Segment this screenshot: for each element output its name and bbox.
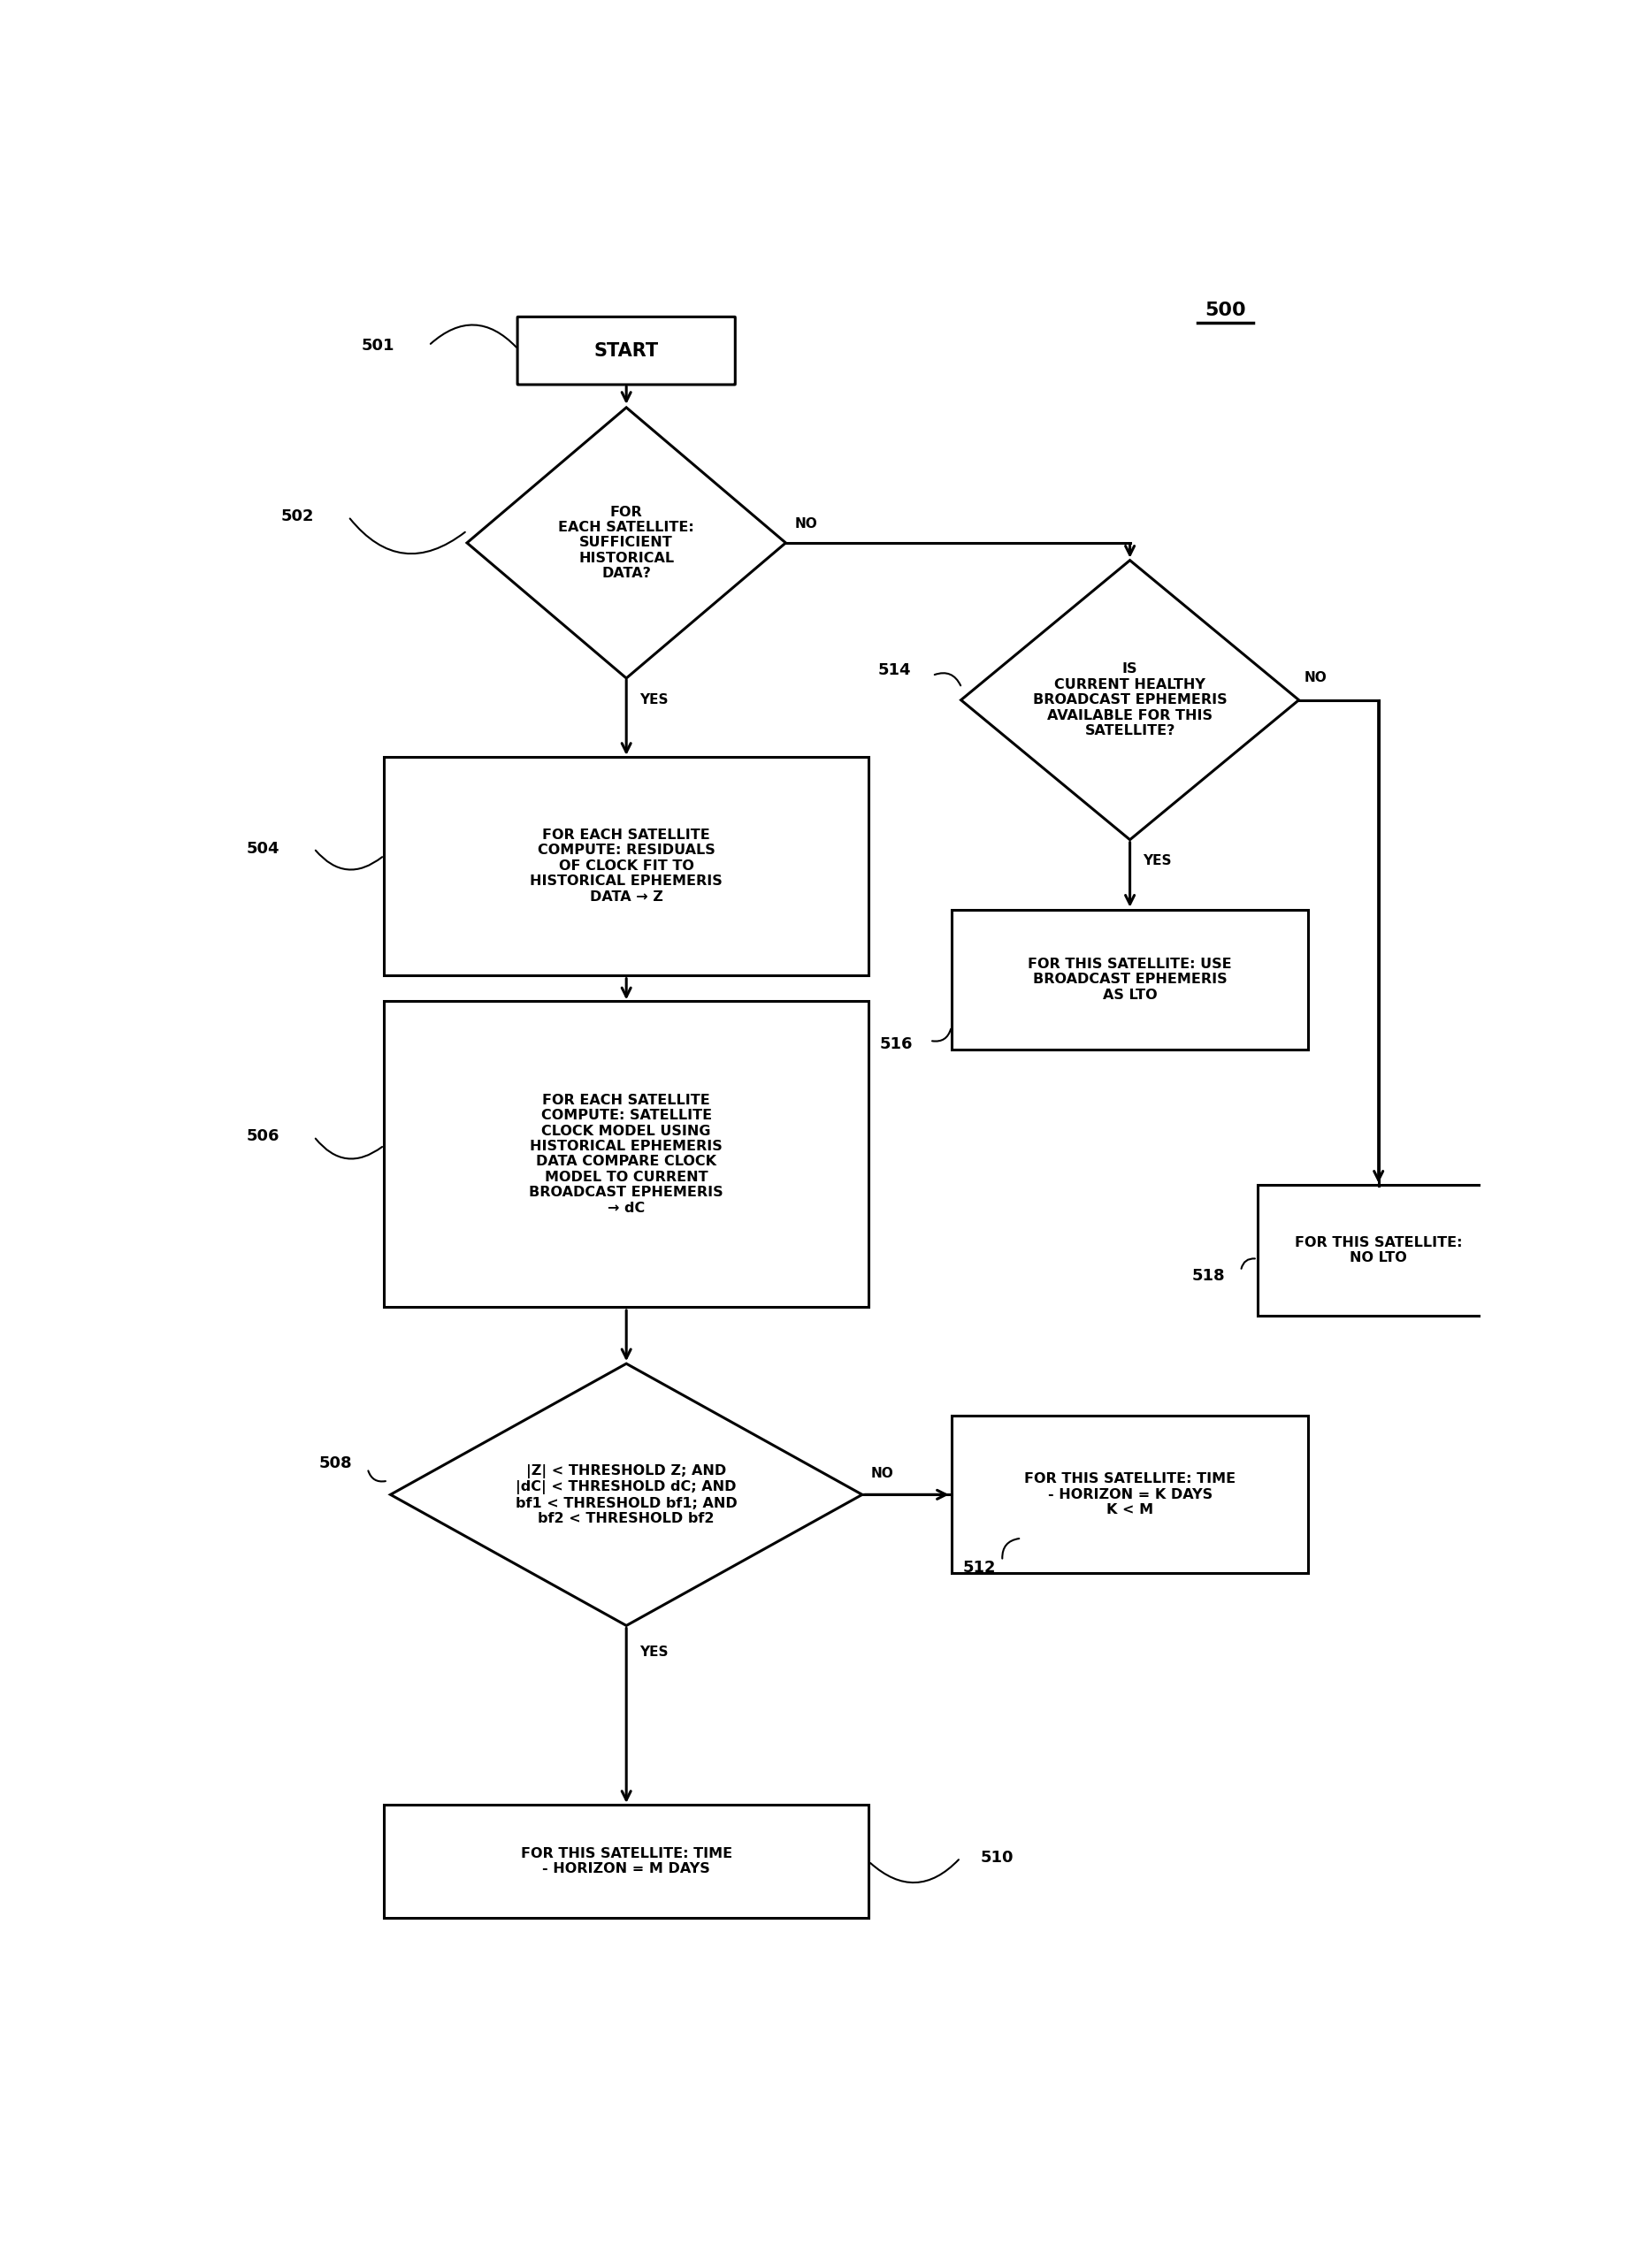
Text: START: START (594, 342, 658, 361)
Text: 510: 510 (980, 1851, 1013, 1867)
Text: YES: YES (1143, 855, 1171, 866)
Text: FOR EACH SATELLITE
COMPUTE: SATELLITE
CLOCK MODEL USING
HISTORICAL EPHEMERIS
DAT: FOR EACH SATELLITE COMPUTE: SATELLITE CL… (530, 1093, 724, 1216)
Text: YES: YES (638, 1644, 668, 1658)
Text: NO: NO (795, 517, 818, 531)
Text: NO: NO (872, 1467, 893, 1481)
Text: 512: 512 (962, 1560, 997, 1576)
Text: 504: 504 (247, 841, 280, 857)
Text: IS
CURRENT HEALTHY
BROADCAST EPHEMERIS
AVAILABLE FOR THIS
SATELLITE?: IS CURRENT HEALTHY BROADCAST EPHEMERIS A… (1033, 662, 1227, 737)
Text: FOR THIS SATELLITE: TIME
- HORIZON = K DAYS
K < M: FOR THIS SATELLITE: TIME - HORIZON = K D… (1025, 1472, 1235, 1517)
Text: FOR EACH SATELLITE
COMPUTE: RESIDUALS
OF CLOCK FIT TO
HISTORICAL EPHEMERIS
DATA : FOR EACH SATELLITE COMPUTE: RESIDUALS OF… (530, 828, 722, 903)
Text: 516: 516 (880, 1036, 913, 1052)
Text: 501: 501 (362, 338, 395, 354)
Bar (383, 1805, 869, 1919)
Text: 502: 502 (281, 508, 314, 524)
Text: FOR THIS SATELLITE:
NO LTO: FOR THIS SATELLITE: NO LTO (1295, 1236, 1462, 1266)
Polygon shape (467, 408, 786, 678)
Bar (383, 1000, 869, 1306)
Bar (951, 1415, 1308, 1574)
Bar (383, 758, 869, 975)
Text: FOR THIS SATELLITE: TIME
- HORIZON = M DAYS: FOR THIS SATELLITE: TIME - HORIZON = M D… (520, 1846, 732, 1876)
Bar (951, 909, 1308, 1050)
Polygon shape (390, 1363, 862, 1626)
Text: FOR
EACH SATELLITE:
SUFFICIENT
HISTORICAL
DATA?: FOR EACH SATELLITE: SUFFICIENT HISTORICA… (558, 506, 694, 581)
Polygon shape (961, 560, 1300, 839)
Text: 508: 508 (319, 1456, 352, 1472)
Text: 500: 500 (1204, 302, 1247, 320)
Text: FOR THIS SATELLITE: USE
BROADCAST EPHEMERIS
AS LTO: FOR THIS SATELLITE: USE BROADCAST EPHEME… (1028, 957, 1232, 1002)
Bar (1257, 1184, 1500, 1315)
Text: 518: 518 (1193, 1268, 1226, 1284)
Text: NO: NO (1304, 671, 1328, 685)
Text: 506: 506 (247, 1129, 280, 1145)
Text: YES: YES (638, 694, 668, 708)
Text: |Z| < THRESHOLD Z; AND
|dC| < THRESHOLD dC; AND
bf1 < THRESHOLD bf1; AND
bf2 < T: |Z| < THRESHOLD Z; AND |dC| < THRESHOLD … (515, 1465, 737, 1524)
FancyBboxPatch shape (518, 318, 735, 386)
Text: 514: 514 (877, 662, 911, 678)
